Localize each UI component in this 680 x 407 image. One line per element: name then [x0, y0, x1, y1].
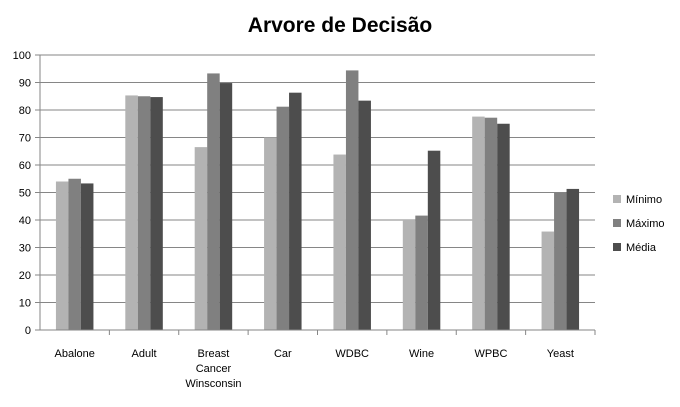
- bar-mínimo-5: [402, 220, 416, 330]
- bar-mínimo-7: [541, 231, 555, 330]
- bar-média-0: [80, 183, 94, 330]
- x-tick-label: Abalone: [55, 348, 95, 360]
- x-tick-label-line: Adult: [132, 348, 157, 360]
- bar-mínimo-4: [333, 154, 346, 330]
- bar-mínimo-6: [472, 116, 485, 330]
- bar-mínimo-3: [264, 137, 277, 330]
- bar-média-7: [566, 188, 580, 330]
- y-tick-label: 50: [19, 188, 31, 200]
- x-tick-label-line: Yeast: [547, 348, 574, 360]
- bar-média-1: [150, 97, 163, 330]
- bar-mínimo-1: [125, 95, 138, 331]
- bar-máximo-2: [207, 73, 220, 331]
- y-tick-label: 100: [13, 50, 31, 62]
- bar-média-4: [358, 100, 371, 331]
- bar-máximo-5: [415, 215, 428, 330]
- y-tick-label: 30: [19, 243, 31, 255]
- x-tick-label: Car: [274, 348, 292, 360]
- x-tick-label: Breast Cancer Winsconsin: [185, 348, 241, 390]
- y-tick-label: 40: [19, 215, 31, 227]
- x-tick-label-line: WDBC: [335, 348, 369, 360]
- bar-máximo-7: [554, 192, 567, 330]
- x-tick-label-line: Breast: [198, 348, 230, 360]
- chart-title: Arvore de Decisão: [248, 14, 432, 37]
- bar-máximo-4: [345, 70, 359, 331]
- bar-média-2: [219, 83, 233, 330]
- x-tick-label: WPBC: [474, 348, 507, 360]
- legend-label-média: Média: [626, 242, 657, 254]
- bar-máximo-0: [68, 178, 81, 330]
- x-tick-label: Yeast: [547, 348, 574, 360]
- x-tick-label-line: Cancer: [196, 363, 232, 375]
- bar-mínimo-2: [194, 147, 208, 331]
- legend-label-máximo: Máximo: [626, 218, 665, 230]
- y-tick-label: 20: [19, 270, 31, 282]
- y-tick-label: 0: [25, 325, 31, 337]
- x-tick-label: WDBC: [335, 348, 369, 360]
- bar-média-5: [427, 150, 441, 330]
- x-tick-label: Adult: [132, 348, 157, 360]
- legend-swatch-mínimo: [613, 195, 621, 203]
- x-tick-label-line: Car: [274, 348, 292, 360]
- bar-média-3: [289, 92, 302, 331]
- y-tick-label: 60: [19, 160, 31, 172]
- axes: 0 10 20 30 40 50 60 70 80 90 100 Abalone Adult Breast…: [13, 50, 596, 390]
- bar-máximo-6: [484, 117, 498, 330]
- bar-média-6: [497, 123, 510, 330]
- x-tick-label-line: Wine: [409, 348, 434, 360]
- bars: [55, 70, 580, 331]
- legend-swatch-máximo: [613, 219, 621, 227]
- bar-máximo-3: [276, 106, 290, 330]
- y-tick-label: 10: [19, 298, 31, 310]
- legend-label-mínimo: Mínimo: [626, 194, 662, 206]
- gridlines: [40, 54, 595, 303]
- legend: Mínimo Máximo Média: [613, 194, 665, 254]
- x-tick-label-line: Winsconsin: [185, 378, 241, 390]
- bar-mínimo-0: [55, 181, 69, 330]
- x-tick-label-line: Abalone: [55, 348, 95, 360]
- x-tick-label: Wine: [409, 348, 434, 360]
- legend-swatch-média: [613, 243, 621, 251]
- y-tick-label: 70: [19, 133, 31, 145]
- bar-máximo-1: [137, 96, 151, 330]
- y-tick-label: 90: [19, 78, 31, 90]
- y-tick-label: 80: [19, 105, 31, 117]
- x-tick-label-line: WPBC: [474, 348, 507, 360]
